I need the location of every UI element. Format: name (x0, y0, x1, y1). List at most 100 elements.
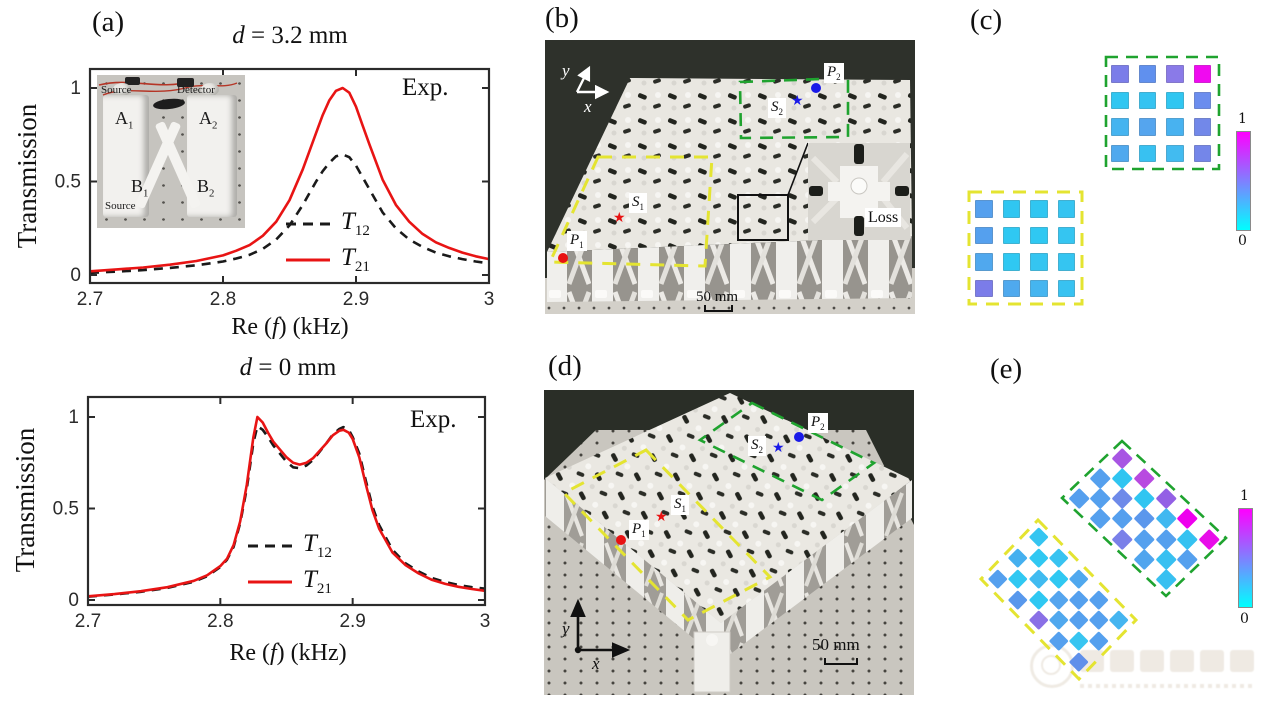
plot-bottom-legend: T12 T21 (246, 528, 332, 600)
s1-base: S (674, 496, 682, 512)
panel-label-a: (a) (92, 6, 125, 38)
photo-b-s1-label: S1 (629, 193, 647, 213)
heatmap-cell-diamond (1049, 548, 1069, 568)
heatmap-cell-diamond (1028, 527, 1048, 547)
lattice-front-columns (547, 236, 912, 302)
watermark-character (1230, 650, 1254, 672)
photo-b-p2-marker-dot (811, 83, 821, 93)
heatmap-cell-diamond (1028, 610, 1048, 630)
colorbar-c-max-label: 1 (1238, 111, 1247, 127)
s2-base: S (751, 437, 759, 453)
photo-b-y-axis-label: y (562, 61, 570, 80)
heatmap-cell-square (1111, 91, 1129, 109)
solid-line-sample (286, 258, 330, 262)
xy-axes-arrows (575, 65, 610, 100)
photo-b-loss-label: Loss (865, 208, 902, 228)
heatmap-cell-diamond (1177, 548, 1198, 570)
heatmap-cell-diamond (1089, 610, 1109, 630)
watermark-character (1200, 650, 1224, 672)
legend-t21-sub: 21 (316, 581, 332, 597)
heatmap-cell-square (1002, 226, 1020, 244)
plot-top-exp-label: Exp. (402, 74, 449, 101)
heatmap-cell-square (1030, 200, 1048, 218)
s2-sub: 2 (758, 445, 764, 455)
inset-a1-label: A1 (115, 109, 133, 131)
legend-label-t12: T12 (341, 209, 370, 239)
inset-b1-label: B1 (131, 177, 148, 199)
heatmap-cell-diamond (1155, 488, 1177, 509)
heatmap-cell-square (1030, 226, 1048, 244)
series-T21-curve (87, 415, 486, 598)
legend-entry-t21: T21 (246, 564, 332, 600)
heatmap-cell-square (1166, 144, 1184, 162)
heatmap-grid-c-yellow (975, 200, 1075, 297)
b2-base: B (197, 176, 210, 196)
legend-t12-base: T (341, 208, 355, 235)
xlabel-variable: f (270, 640, 277, 666)
green-dashed-region (697, 401, 877, 502)
x-tick-label: 2.9 (339, 611, 365, 632)
p2-sub: 2 (836, 72, 841, 82)
heatmap-cell-diamond (1133, 528, 1155, 550)
title-rest: = 3.2 mm (244, 22, 348, 49)
heatmap-cell-diamond (1112, 488, 1133, 509)
s2-sub: 2 (778, 107, 784, 117)
photo-d-p1-label: P1 (629, 520, 649, 540)
photo-square-lattice (545, 40, 915, 314)
heatmap-cell-diamond (1155, 568, 1177, 590)
photo-b-s2-label: S2 (768, 98, 786, 118)
heatmap-cell-diamond (1155, 528, 1177, 550)
heatmap-cell-diamond (1177, 528, 1198, 550)
lattice-right-columns (721, 480, 912, 661)
heatmap-cell-square (1030, 253, 1048, 271)
heatmap-cell-diamond (1028, 548, 1048, 568)
panel-label-c: (c) (970, 4, 1003, 36)
s1-base: S (632, 194, 640, 210)
legend-label-t12: T12 (303, 531, 332, 561)
p1-base: P (570, 232, 580, 248)
legend-t21-base: T (303, 566, 317, 593)
solid-line-sample (248, 580, 292, 584)
wire-connector (125, 77, 140, 85)
heatmap-cell-square (1111, 65, 1129, 83)
yellow-dashed-region (547, 155, 714, 268)
p2-sub: 2 (820, 422, 825, 432)
legend-t12-sub: 12 (316, 545, 332, 561)
legend-t12-sub: 12 (354, 223, 370, 239)
a1-sub: 1 (128, 119, 134, 132)
watermark-character (1140, 650, 1164, 672)
xlabel-post: ) (kHz) (276, 640, 347, 666)
x-tick-label: 2.7 (75, 611, 101, 632)
photo-d-x-axis-label: x (592, 654, 600, 673)
plot-top-xlabel: Re (f) (kHz) (90, 314, 490, 341)
heatmap-cell-square (1002, 200, 1020, 218)
heatmap-cell-square (1030, 279, 1048, 297)
heatmap-cell-square (1138, 144, 1156, 162)
y-tick-label: 0.5 (53, 499, 79, 520)
plot-top-axes: 2.7 2.8 2.9 3 0 0.5 1 (55, 67, 494, 310)
a1-base: A (115, 108, 128, 128)
inset-source-bottom-label: Source (105, 200, 136, 212)
series-T12-curve (87, 424, 486, 598)
colorbar-e-min-label: 0 (1240, 611, 1249, 627)
legend-entry-t12: T12 (284, 206, 370, 242)
y-tick-label: 1 (68, 407, 79, 428)
source-port (113, 83, 131, 96)
heatmap-cell-diamond (1112, 508, 1133, 529)
heatmap-cell-square (975, 279, 993, 297)
unit-cell-outline (737, 194, 789, 241)
s1-sub: 1 (639, 202, 645, 212)
photo-b-p1-marker-dot (558, 253, 568, 263)
inset-connector-line (787, 142, 809, 196)
axes-box (86, 395, 487, 607)
photo-d-p2-label: P2 (808, 413, 828, 433)
plot-bottom-xlabel: Re (f) (kHz) (88, 640, 488, 667)
heatmap-cell-square (1193, 118, 1211, 136)
a2-sub: 2 (212, 119, 218, 132)
photo-b-p1-label: P1 (567, 231, 587, 251)
xlabel-pre: Re ( (231, 314, 272, 340)
heatmap-cell-diamond (1112, 447, 1133, 469)
heatmap-cell-diamond (1090, 488, 1111, 509)
heatmap-cell-diamond (1008, 548, 1028, 568)
